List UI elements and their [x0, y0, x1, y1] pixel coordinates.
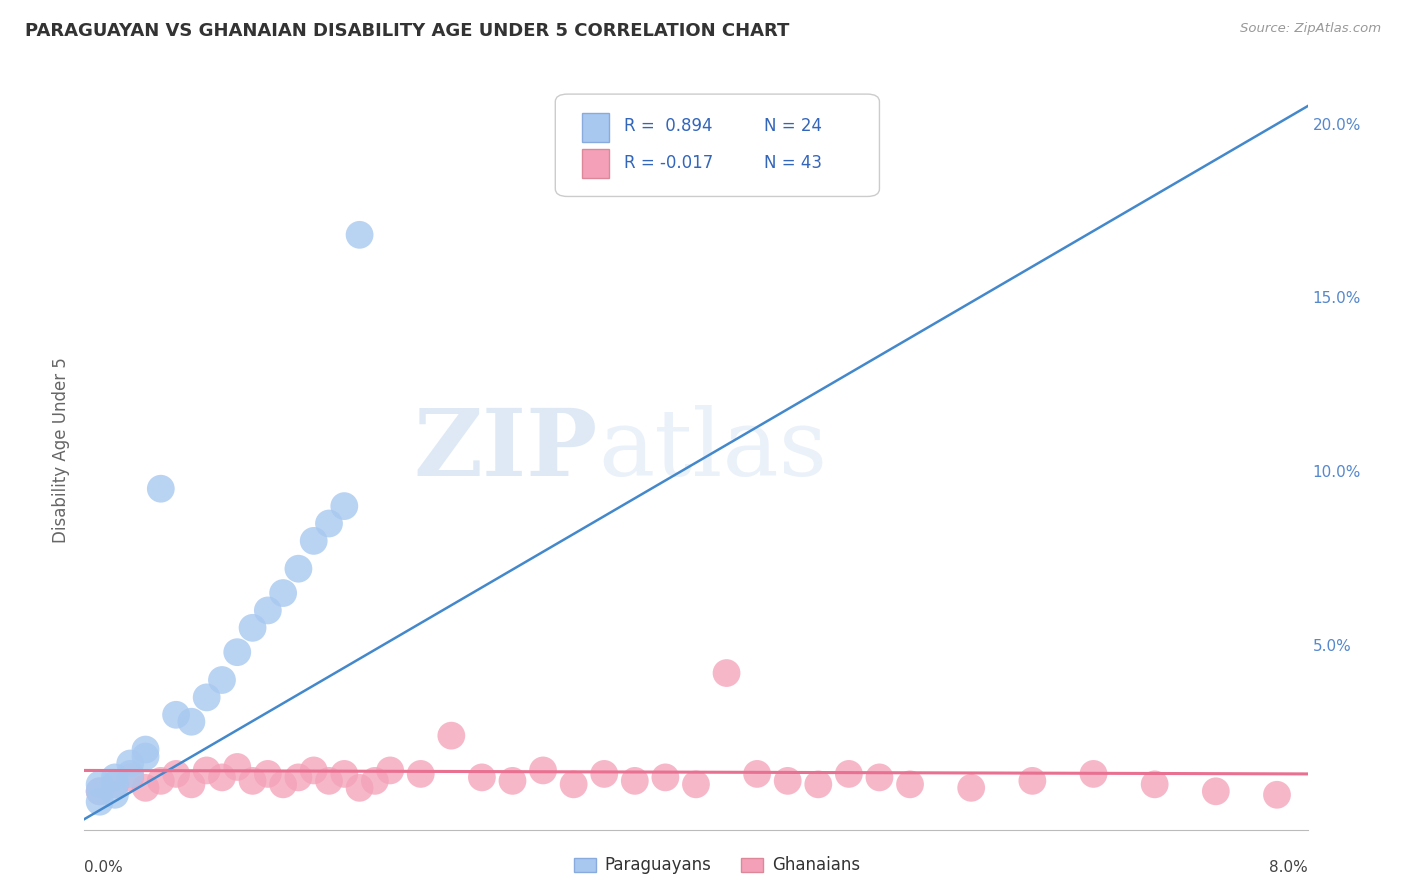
Point	[502, 773, 524, 788]
Point	[195, 764, 218, 778]
Point	[807, 777, 830, 791]
Point	[1083, 767, 1105, 781]
Point	[180, 714, 202, 729]
Bar	[741, 858, 763, 872]
Point	[135, 742, 157, 756]
Point	[380, 764, 402, 778]
Point	[180, 777, 202, 791]
Point	[624, 773, 647, 788]
Text: Ghanaians: Ghanaians	[772, 856, 860, 874]
Point	[120, 756, 142, 771]
Point	[135, 780, 157, 795]
Point	[89, 795, 111, 809]
Point	[104, 777, 127, 791]
Point	[776, 773, 799, 788]
Point	[471, 771, 494, 785]
Point	[716, 666, 738, 681]
Text: 8.0%: 8.0%	[1268, 860, 1308, 875]
Point	[364, 773, 387, 788]
Y-axis label: Disability Age Under 5: Disability Age Under 5	[52, 358, 70, 543]
Point	[257, 603, 280, 617]
Point	[242, 621, 264, 635]
Point	[531, 764, 554, 778]
Point	[271, 777, 294, 791]
Point	[120, 771, 142, 785]
Point	[960, 780, 983, 795]
Point	[409, 767, 432, 781]
Text: R =  0.894: R = 0.894	[624, 117, 713, 135]
Text: Paraguayans: Paraguayans	[605, 856, 711, 874]
Point	[593, 767, 616, 781]
Text: Source: ZipAtlas.com: Source: ZipAtlas.com	[1240, 22, 1381, 36]
Point	[747, 767, 769, 781]
Point	[869, 771, 891, 785]
Point	[318, 773, 340, 788]
Point	[211, 771, 233, 785]
Point	[302, 764, 325, 778]
Point	[898, 777, 921, 791]
Point	[440, 729, 463, 743]
Point	[104, 771, 127, 785]
Point	[242, 773, 264, 788]
Point	[211, 673, 233, 687]
Point	[89, 777, 111, 791]
Point	[135, 749, 157, 764]
Text: PARAGUAYAN VS GHANAIAN DISABILITY AGE UNDER 5 CORRELATION CHART: PARAGUAYAN VS GHANAIAN DISABILITY AGE UN…	[25, 22, 790, 40]
Point	[287, 771, 309, 785]
Point	[271, 586, 294, 600]
Text: N = 24: N = 24	[765, 117, 823, 135]
Point	[89, 784, 111, 798]
Point	[838, 767, 860, 781]
Point	[226, 645, 249, 659]
Point	[165, 767, 187, 781]
Point	[1265, 788, 1288, 802]
FancyBboxPatch shape	[555, 95, 880, 196]
FancyBboxPatch shape	[582, 149, 609, 178]
Point	[685, 777, 707, 791]
Point	[302, 533, 325, 548]
Text: R = -0.017: R = -0.017	[624, 154, 713, 172]
Point	[195, 690, 218, 705]
Point	[1021, 773, 1043, 788]
Point	[287, 562, 309, 576]
Point	[149, 773, 172, 788]
Text: ZIP: ZIP	[413, 406, 598, 495]
FancyBboxPatch shape	[582, 113, 609, 142]
Text: N = 43: N = 43	[765, 154, 823, 172]
Text: atlas: atlas	[598, 406, 827, 495]
Point	[89, 784, 111, 798]
Point	[349, 227, 371, 242]
Point	[104, 788, 127, 802]
Point	[165, 707, 187, 722]
Point	[226, 760, 249, 774]
Point	[257, 767, 280, 781]
Point	[120, 767, 142, 781]
Point	[104, 777, 127, 791]
Point	[349, 780, 371, 795]
Point	[1205, 784, 1227, 798]
Point	[654, 771, 676, 785]
Point	[562, 777, 585, 791]
Point	[149, 482, 172, 496]
Text: 0.0%: 0.0%	[84, 860, 124, 875]
Point	[333, 499, 356, 513]
Bar	[574, 858, 596, 872]
Point	[1143, 777, 1166, 791]
Point	[333, 767, 356, 781]
Point	[318, 516, 340, 531]
